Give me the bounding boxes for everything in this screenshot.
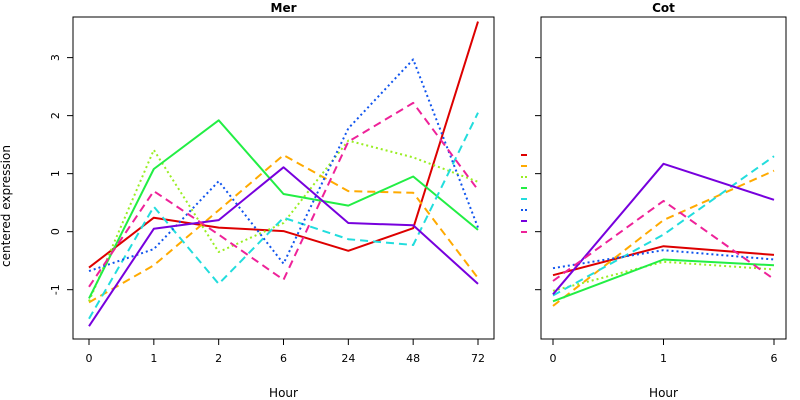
x-tick-label: 1 (150, 352, 157, 365)
axes: 0 1 6 (535, 57, 778, 365)
series-group (552, 155, 775, 307)
x-tick-label: 0 (86, 352, 93, 365)
x-tick-label: 72 (471, 352, 485, 365)
x-tick-label: 48 (406, 352, 420, 365)
series-line-4 (552, 258, 775, 303)
series-line-7 (88, 166, 479, 327)
x-axis-label: Hour (269, 386, 298, 400)
plot-frame (540, 16, 787, 340)
series-line-6 (88, 58, 479, 273)
series-line-4 (88, 119, 479, 299)
panel-cot: Cot Hour 0 1 6 (535, 1, 787, 400)
chart-title: Cot (652, 1, 675, 15)
plot-frame (72, 16, 495, 340)
series-line-8 (88, 101, 479, 288)
series-line-2 (88, 154, 479, 304)
y-tick-label: 0 (49, 228, 62, 235)
x-tick-label: 6 (280, 352, 287, 365)
x-tick-label: 2 (215, 352, 222, 365)
y-tick-label: 1 (49, 170, 62, 177)
series-line-2 (552, 169, 775, 307)
x-tick-label: 24 (341, 352, 355, 365)
chart-title: Mer (271, 1, 297, 15)
series-line-8 (552, 199, 775, 282)
panel-mer: Mer Hour 0 1 2 6 24 48 72 -1 0 1 2 3 (49, 1, 495, 400)
axes: 0 1 2 6 24 48 72 -1 0 1 2 3 (49, 54, 485, 365)
x-tick-label: 1 (660, 352, 667, 365)
x-tick-label: 6 (771, 352, 778, 365)
y-tick-label: 3 (49, 54, 62, 61)
series-line-5 (88, 112, 479, 320)
series-line-7 (552, 162, 775, 295)
series-group (88, 21, 479, 327)
series-line-3 (88, 139, 479, 302)
series-line-6 (552, 249, 775, 270)
y-tick-label: -1 (49, 284, 62, 295)
y-tick-label: 2 (49, 112, 62, 119)
series-line-1 (88, 21, 479, 269)
x-axis-label: Hour (649, 386, 678, 400)
series-line-5 (552, 155, 775, 297)
legend-markers (521, 154, 527, 233)
y-axis-label: centered expression (0, 145, 13, 267)
x-tick-label: 0 (550, 352, 557, 365)
